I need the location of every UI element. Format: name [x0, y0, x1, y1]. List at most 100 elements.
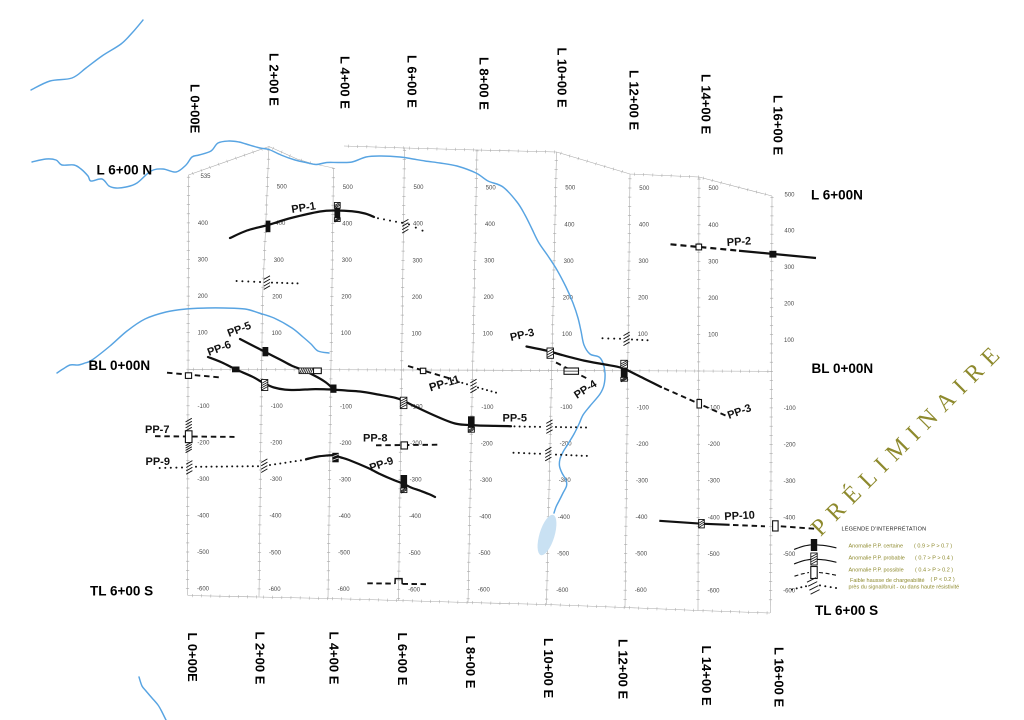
svg-text:200: 200 [563, 295, 574, 301]
svg-text:TL 6+00 S: TL 6+00 S [815, 603, 878, 618]
svg-text:PP-2: PP-2 [726, 235, 751, 249]
svg-text:-600: -600 [408, 587, 421, 593]
svg-text:-200: -200 [708, 442, 721, 448]
svg-text:PP-4: PP-4 [572, 378, 600, 402]
svg-text:400: 400 [639, 223, 650, 229]
svg-text:-100: -100 [784, 406, 797, 412]
svg-text:-600: -600 [556, 588, 569, 594]
svg-text:-400: -400 [270, 514, 283, 520]
svg-text:100: 100 [562, 332, 573, 338]
svg-text:500: 500 [709, 186, 720, 192]
svg-text:300: 300 [784, 265, 795, 271]
svg-text:L 16+00 E: L 16+00 E [772, 647, 787, 707]
svg-text:L 6+00 E: L 6+00 E [395, 633, 410, 686]
svg-text:-500: -500 [338, 551, 351, 557]
svg-text:400: 400 [342, 222, 353, 228]
svg-text:-400: -400 [708, 515, 721, 521]
svg-text:300: 300 [564, 259, 575, 265]
svg-text:-300: -300 [708, 479, 721, 485]
svg-text:( 0.4 > P > 0.2 ): ( 0.4 > P > 0.2 ) [915, 567, 953, 573]
svg-text:535: 535 [201, 174, 212, 180]
svg-text:-200: -200 [784, 442, 797, 448]
svg-text:-400: -400 [339, 514, 352, 520]
svg-text:500: 500 [639, 186, 650, 192]
svg-text:PP-3: PP-3 [509, 327, 536, 344]
svg-text:100: 100 [784, 338, 795, 344]
svg-text:500: 500 [486, 185, 497, 191]
svg-text:-600: -600 [708, 588, 721, 594]
svg-text:400: 400 [413, 222, 424, 228]
svg-text:400: 400 [564, 222, 575, 228]
svg-text:-200: -200 [340, 441, 353, 447]
svg-text:PP-11: PP-11 [428, 374, 462, 395]
svg-text:200: 200 [784, 302, 795, 308]
svg-text:100: 100 [272, 331, 283, 337]
svg-text:L 0+00E: L 0+00E [188, 84, 203, 134]
svg-text:( 0.9 > P > 0.7 ): ( 0.9 > P > 0.7 ) [914, 544, 952, 550]
svg-text:-300: -300 [480, 478, 493, 484]
svg-text:L 2+00 E: L 2+00 E [253, 632, 268, 685]
svg-text:-300: -300 [410, 478, 423, 484]
svg-text:100: 100 [341, 331, 352, 337]
svg-text:-100: -100 [708, 406, 721, 412]
svg-text:-500: -500 [557, 551, 570, 557]
svg-text:-500: -500 [197, 550, 210, 556]
svg-text:-400: -400 [636, 515, 649, 521]
svg-text:-300: -300 [197, 477, 210, 483]
svg-text:L 4+00 E: L 4+00 E [327, 632, 342, 685]
svg-text:-400: -400 [479, 515, 492, 521]
svg-text:-500: -500 [635, 552, 648, 558]
svg-text:500: 500 [414, 185, 425, 191]
svg-text:PP-9: PP-9 [146, 456, 170, 468]
svg-text:-500: -500 [783, 552, 796, 558]
svg-text:300: 300 [413, 258, 424, 264]
svg-text:-400: -400 [783, 516, 796, 522]
svg-text:400: 400 [275, 221, 286, 227]
svg-text:L 14+00 E: L 14+00 E [699, 646, 714, 706]
svg-text:LÉGENDE D'INTERPRÉTATION: LÉGENDE D'INTERPRÉTATION [842, 526, 927, 533]
svg-text:500: 500 [785, 193, 796, 199]
svg-text:PP-1: PP-1 [291, 200, 317, 216]
svg-text:400: 400 [198, 221, 209, 227]
svg-text:-100: -100 [637, 405, 650, 411]
svg-text:-100: -100 [560, 405, 573, 411]
svg-text:300: 300 [342, 258, 353, 264]
svg-text:400: 400 [708, 223, 719, 229]
svg-text:PP-3: PP-3 [726, 402, 753, 422]
svg-text:L 6+00N: L 6+00N [811, 188, 863, 203]
svg-text:-500: -500 [269, 550, 282, 556]
svg-text:200: 200 [708, 296, 719, 302]
svg-text:Anomalie P.P. certaine: Anomalie P.P. certaine [849, 544, 904, 550]
svg-text:-500: -500 [479, 551, 492, 557]
svg-text:300: 300 [708, 259, 719, 265]
svg-text:PP-9: PP-9 [368, 455, 395, 474]
svg-text:-200: -200 [560, 442, 573, 448]
svg-text:-600: -600 [269, 587, 282, 593]
svg-text:-300: -300 [270, 477, 283, 483]
svg-text:( P < 0.2 ): ( P < 0.2 ) [931, 577, 955, 583]
svg-text:-500: -500 [409, 551, 422, 557]
svg-text:300: 300 [639, 259, 650, 265]
svg-text:100: 100 [483, 332, 494, 338]
svg-text:BL 0+00N: BL 0+00N [812, 361, 874, 376]
svg-text:L 2+00 E: L 2+00 E [267, 53, 282, 106]
svg-text:PP-5: PP-5 [226, 320, 253, 340]
svg-text:-300: -300 [559, 478, 572, 484]
svg-text:400: 400 [784, 229, 795, 235]
svg-text:TL 6+00 S: TL 6+00 S [90, 583, 153, 598]
svg-text:-600: -600 [478, 588, 491, 594]
svg-text:100: 100 [638, 332, 649, 338]
svg-text:L 8+00 E: L 8+00 E [463, 636, 478, 689]
svg-text:-100: -100 [198, 404, 211, 410]
svg-text:L 12+00 E: L 12+00 E [616, 639, 631, 699]
svg-text:L 6+00 N: L 6+00 N [97, 163, 153, 178]
svg-text:-600: -600 [338, 587, 351, 593]
svg-text:300: 300 [198, 258, 209, 264]
svg-text:200: 200 [484, 295, 495, 301]
svg-text:200: 200 [198, 294, 209, 300]
svg-text:300: 300 [484, 259, 495, 265]
svg-text:PP-10: PP-10 [724, 509, 755, 523]
svg-text:Anomalie P.P. possible: Anomalie P.P. possible [849, 567, 904, 573]
svg-text:près du signal/bruit - ou dans: près du signal/bruit - ou dans haute rés… [849, 584, 960, 590]
svg-text:-500: -500 [708, 552, 721, 558]
